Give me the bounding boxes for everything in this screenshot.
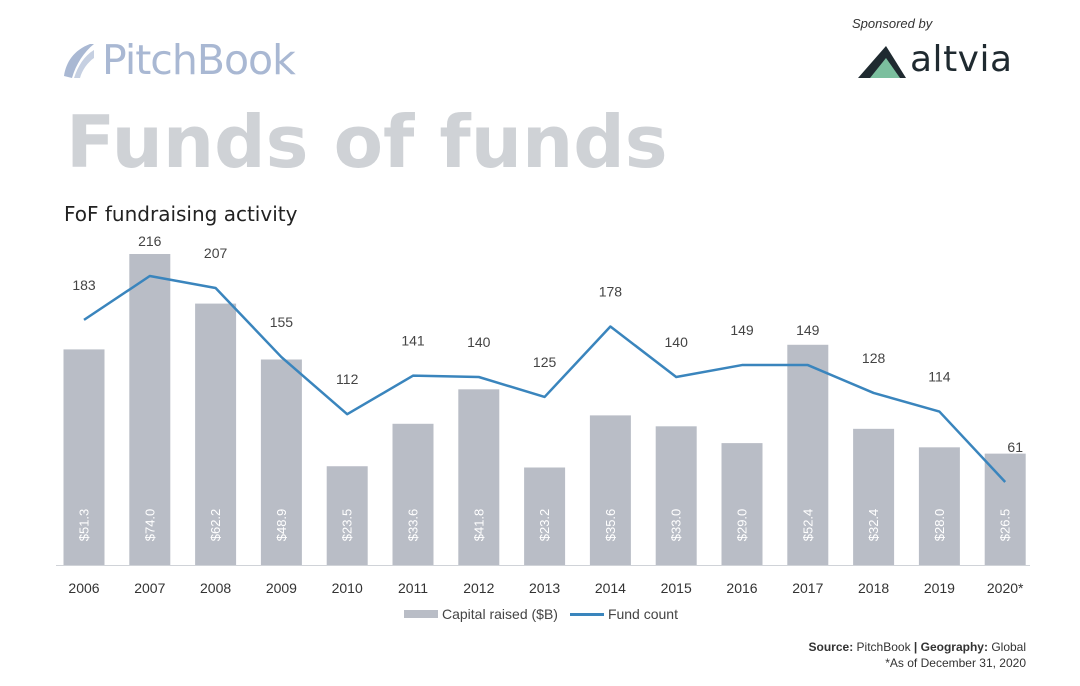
source-value: PitchBook	[856, 640, 911, 654]
x-tick-label: 2010	[332, 580, 363, 596]
fund-count-label: 141	[401, 333, 425, 349]
fund-count-label: 149	[730, 322, 754, 338]
bar-value-label: $52.4	[800, 509, 815, 542]
x-tick-label: 2019	[924, 580, 955, 596]
bar-2019	[918, 447, 960, 565]
bar-2012	[458, 389, 500, 565]
x-tick-label: 2013	[529, 580, 560, 596]
altvia-logo: altvia	[856, 40, 1013, 80]
legend-bar-label: Capital raised ($B)	[442, 606, 558, 622]
legend-line-label: Fund count	[607, 606, 678, 622]
altvia-logo-icon	[858, 46, 906, 78]
bar-value-label: $23.2	[537, 509, 552, 542]
fund-count-label: 61	[1007, 439, 1023, 455]
bar-2008	[195, 303, 237, 565]
bar-value-label: $74.0	[142, 509, 157, 542]
fund-count-label: 149	[796, 322, 820, 338]
x-tick-label: 2016	[726, 580, 757, 596]
bar-value-label: $33.0	[669, 509, 684, 542]
source-note: Source: PitchBook | Geography: Global *A…	[809, 639, 1026, 671]
source-label: Source:	[808, 640, 854, 654]
fund-count-label: 140	[467, 334, 491, 350]
source-separator: |	[913, 640, 918, 654]
x-tick-label: 2020*	[987, 580, 1024, 596]
fund-count-label: 216	[138, 233, 162, 249]
geography-label: Geography:	[920, 640, 988, 654]
fund-count-label: 114	[928, 369, 951, 385]
x-tick-label: 2017	[792, 580, 823, 596]
bar-2009	[260, 359, 302, 565]
bar-value-label: $33.6	[406, 509, 421, 542]
fund-count-label: 207	[204, 245, 228, 261]
pitchbook-logo-icon	[64, 44, 94, 78]
chart-title: FoF fundraising activity	[64, 202, 298, 226]
bar-value-label: $29.0	[735, 509, 750, 542]
geography-value: Global	[991, 640, 1026, 654]
bar-2007	[129, 254, 171, 565]
x-tick-label: 2008	[200, 580, 231, 596]
pitchbook-logo: PitchBook	[60, 36, 296, 84]
bar-2011	[392, 423, 434, 565]
legend-bar-swatch	[404, 610, 438, 618]
x-tick-label: 2015	[661, 580, 692, 596]
x-tick-label: 2007	[134, 580, 165, 596]
page-title: Funds of funds	[66, 100, 668, 184]
x-tick-label: 2006	[68, 580, 99, 596]
fund-count-label: 125	[533, 354, 557, 370]
bar-value-label: $41.8	[471, 509, 486, 542]
fund-count-label: 128	[862, 350, 886, 366]
bar-value-label: $28.0	[932, 509, 947, 542]
bar-2020*	[984, 453, 1026, 565]
bar-2014	[589, 415, 631, 565]
fund-count-label: 155	[270, 314, 294, 330]
sponsored-by-label: Sponsored by	[852, 16, 933, 31]
x-tick-label: 2018	[858, 580, 889, 596]
legend-line-swatch	[569, 612, 604, 616]
bar-2017	[787, 344, 829, 565]
bar-2015	[655, 426, 697, 565]
bar-value-label: $32.4	[866, 509, 881, 542]
bar-value-label: $23.5	[340, 509, 355, 542]
pitchbook-logo-text: PitchBook	[102, 36, 296, 84]
bar-value-label: $51.3	[77, 509, 92, 542]
x-tick-label: 2009	[266, 580, 297, 596]
bar-2013	[524, 467, 566, 565]
fund-count-label: 183	[72, 277, 96, 293]
bar-value-label: $26.5	[998, 509, 1013, 542]
as-of-note: *As of December 31, 2020	[885, 656, 1026, 670]
bar-2018	[853, 428, 895, 565]
altvia-logo-text: altvia	[910, 39, 1013, 80]
fund-count-line	[83, 274, 1007, 483]
bar-2010	[326, 466, 368, 565]
bar-2006	[63, 349, 105, 565]
fund-count-label: 140	[665, 334, 689, 350]
fund-count-label: 178	[599, 284, 623, 300]
bar-value-label: $62.2	[208, 509, 223, 542]
x-tick-label: 2011	[398, 580, 428, 596]
bar-value-label: $35.6	[603, 509, 618, 542]
chart-legend: Capital raised ($B) Fund count	[404, 606, 678, 622]
bar-value-label: $48.9	[274, 509, 289, 542]
x-tick-label: 2014	[595, 580, 626, 596]
bar-2016	[721, 443, 763, 565]
fund-count-label: 112	[336, 371, 359, 387]
x-tick-label: 2012	[463, 580, 494, 596]
